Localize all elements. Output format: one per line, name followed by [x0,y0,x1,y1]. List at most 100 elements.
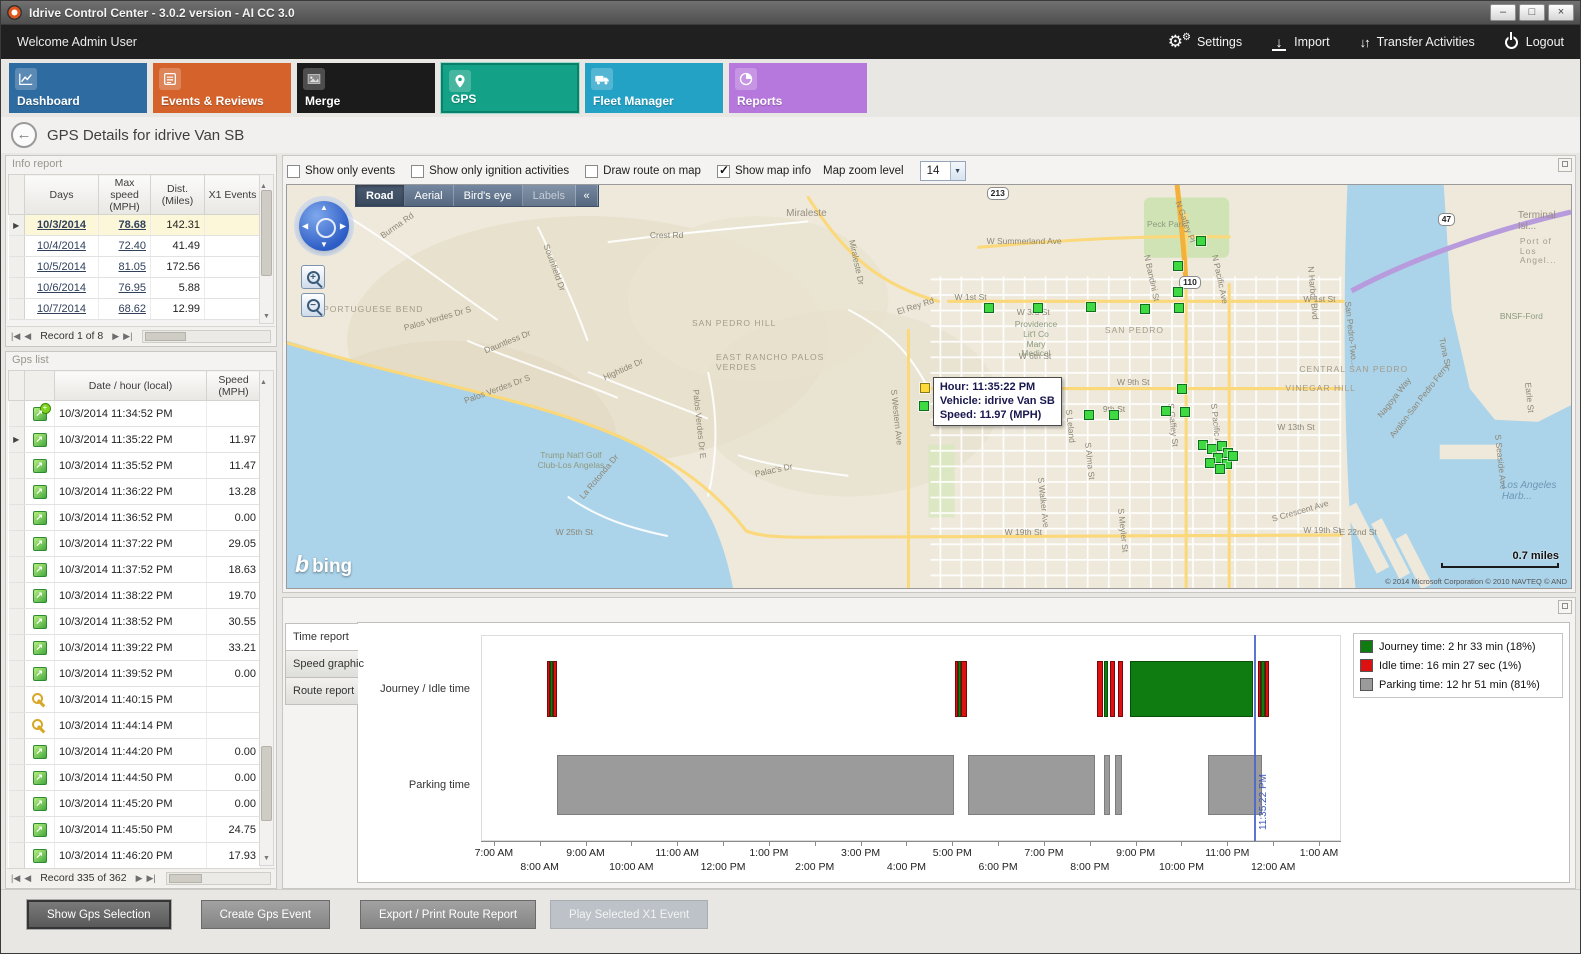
checkbox-box[interactable] [585,164,599,178]
max-speed-cell[interactable]: 68.62 [98,298,151,320]
column-header-date-hour-local[interactable]: Date / hour (local) [54,370,207,401]
close-button[interactable]: × [1548,4,1574,21]
days-cell[interactable]: 10/4/2014 [24,235,99,257]
column-header-dist-miles[interactable]: Dist. (Miles) [150,174,205,215]
footer-button-show-gps-selection[interactable]: Show Gps Selection [27,900,171,929]
pager-last-button[interactable]: ▶| [146,872,156,883]
gps-grid-vertical-scrollbar[interactable]: ▲ ▼ [259,370,274,866]
gps-list-row[interactable]: 10/3/2014 11:40:15 PM [8,686,261,713]
gps-list-row[interactable]: 10/3/2014 11:44:50 PM0.00 [8,764,261,791]
gps-list-row[interactable]: 10/3/2014 11:45:20 PM0.00 [8,790,261,817]
gps-list-row[interactable]: 10/3/2014 11:34:52 PM [8,400,261,427]
menubar-item-settings[interactable]: Settings [1168,31,1242,49]
pager-first-button[interactable]: |◀ [11,330,21,341]
pager-next-button[interactable]: ▶ [135,872,143,883]
module-tab-events-reviews[interactable]: Events & Reviews [153,63,291,113]
chart-tab-speed-graphic[interactable]: Speed graphic [285,650,364,678]
days-cell[interactable]: 10/5/2014 [24,256,99,278]
info-report-grid[interactable]: Days Max speed (MPH) Dist. (Miles) X1 Event… [8,174,261,320]
scrollbar-thumb[interactable] [261,190,272,276]
chart-tab-time-report[interactable]: Time report [285,623,358,651]
module-tab-reports[interactable]: Reports [729,63,867,113]
column-header-x1-events[interactable]: X1 Events [204,174,261,215]
map-view-tab-road[interactable]: Road [356,185,405,206]
back-button[interactable]: ← [11,122,37,148]
map-view-tab-labels[interactable]: Labels [522,185,576,206]
pan-right-icon[interactable]: ▶ [339,221,346,231]
gps-list-row[interactable]: 10/3/2014 11:44:20 PM0.00 [8,738,261,765]
gps-list-row[interactable]: 10/3/2014 11:36:52 PM0.00 [8,504,261,531]
map-panel-collapse-button[interactable] [1558,158,1572,172]
pager-first-button[interactable]: |◀ [11,872,21,883]
info-report-row[interactable]: ▶ 10/3/2014 78.68 142.31 [8,214,261,236]
scroll-up-icon[interactable]: ▲ [260,183,267,190]
checkbox-show-only-ignition-activities[interactable]: Show only ignition activities [411,164,569,178]
days-cell[interactable]: 10/6/2014 [24,277,99,299]
menubar-item-transfer-activities[interactable]: Transfer Activities [1360,35,1475,50]
info-report-row[interactable]: 10/7/2014 68.62 12.99 [8,298,261,320]
time-cursor[interactable] [1254,635,1257,841]
checkbox-box[interactable] [287,164,300,178]
map-view-tab-aerial[interactable]: Aerial [405,185,454,206]
max-speed-cell[interactable]: 76.95 [98,277,151,299]
module-tab-merge[interactable]: Merge [297,63,435,113]
scroll-up-icon[interactable]: ▲ [260,379,267,386]
column-header-speed-mph[interactable]: Speed (MPH) [206,370,261,401]
pan-down-icon[interactable]: ▼ [320,240,328,249]
max-speed-cell[interactable]: 72.40 [98,235,151,257]
scrollbar-thumb[interactable] [261,746,272,821]
info-grid-horizontal-scrollbar[interactable] [142,329,271,343]
maximize-button[interactable]: □ [1519,4,1545,21]
checkbox-box[interactable] [411,164,425,178]
column-header-max-speed-mph[interactable]: Max speed (MPH) [98,174,151,215]
scrollbar-thumb[interactable] [168,873,202,883]
info-report-row[interactable]: 10/4/2014 72.40 41.49 [8,235,261,257]
pager-next-button[interactable]: ▶ [112,330,120,341]
pager-last-button[interactable]: ▶| [123,330,133,341]
info-grid-vertical-scrollbar[interactable]: ▲ ▼ [259,174,274,324]
map-tabs-collapse-button[interactable]: « [576,185,598,206]
minimize-button[interactable]: – [1490,4,1516,21]
chart-tab-route-report[interactable]: Route report [285,677,358,705]
days-cell[interactable]: 10/7/2014 [24,298,99,320]
map-zoom-level-select[interactable]: 14 ▼ [919,161,966,181]
chart-panel-collapse-button[interactable] [1558,600,1572,614]
max-speed-cell[interactable]: 81.05 [98,256,151,278]
map-view-tab-bird-s-eye[interactable]: Bird's eye [454,185,523,206]
pan-up-icon[interactable]: ▲ [320,203,328,212]
info-report-row[interactable]: 10/5/2014 81.05 172.56 [8,256,261,278]
column-header-days[interactable]: Days [24,174,99,215]
gps-list-grid[interactable]: Date / hour (local)Speed (MPH)10/3/2014 … [8,370,261,869]
map-zoom-out-button[interactable]: − [301,293,325,317]
module-tab-gps[interactable]: GPS [441,63,579,113]
footer-button-create-gps-event[interactable]: Create Gps Event [200,900,330,929]
checkbox-draw-route-on-map[interactable]: Draw route on map [585,164,701,178]
gps-grid-horizontal-scrollbar[interactable] [165,871,271,885]
gps-list-row[interactable]: 10/3/2014 11:44:14 PM [8,712,261,739]
map-pan-compass[interactable]: ▲ ▼ ◀ ▶ [299,201,349,251]
pan-left-icon[interactable]: ◀ [302,221,309,231]
module-tab-fleet-manager[interactable]: Fleet Manager [585,63,723,113]
map-canvas[interactable]: Miraleste Peck Park W Summerland Ave Crest … [286,184,1572,589]
max-speed-cell[interactable]: 78.68 [98,214,151,236]
pager-prev-button[interactable]: ◀ [24,330,32,341]
menubar-item-logout[interactable]: Logout [1504,31,1564,49]
footer-button-export-print-route-report[interactable]: Export / Print Route Report [359,900,537,929]
scroll-down-icon[interactable]: ▼ [263,855,270,862]
checkbox-box[interactable] [716,163,730,178]
checkbox-show-map-info[interactable]: Show map info [716,163,811,178]
map-zoom-in-button[interactable]: + [301,265,325,289]
pager-prev-button[interactable]: ◀ [24,872,32,883]
gps-list-row[interactable]: 10/3/2014 11:39:52 PM0.00 [8,660,261,687]
scrollbar-thumb[interactable] [145,331,186,341]
